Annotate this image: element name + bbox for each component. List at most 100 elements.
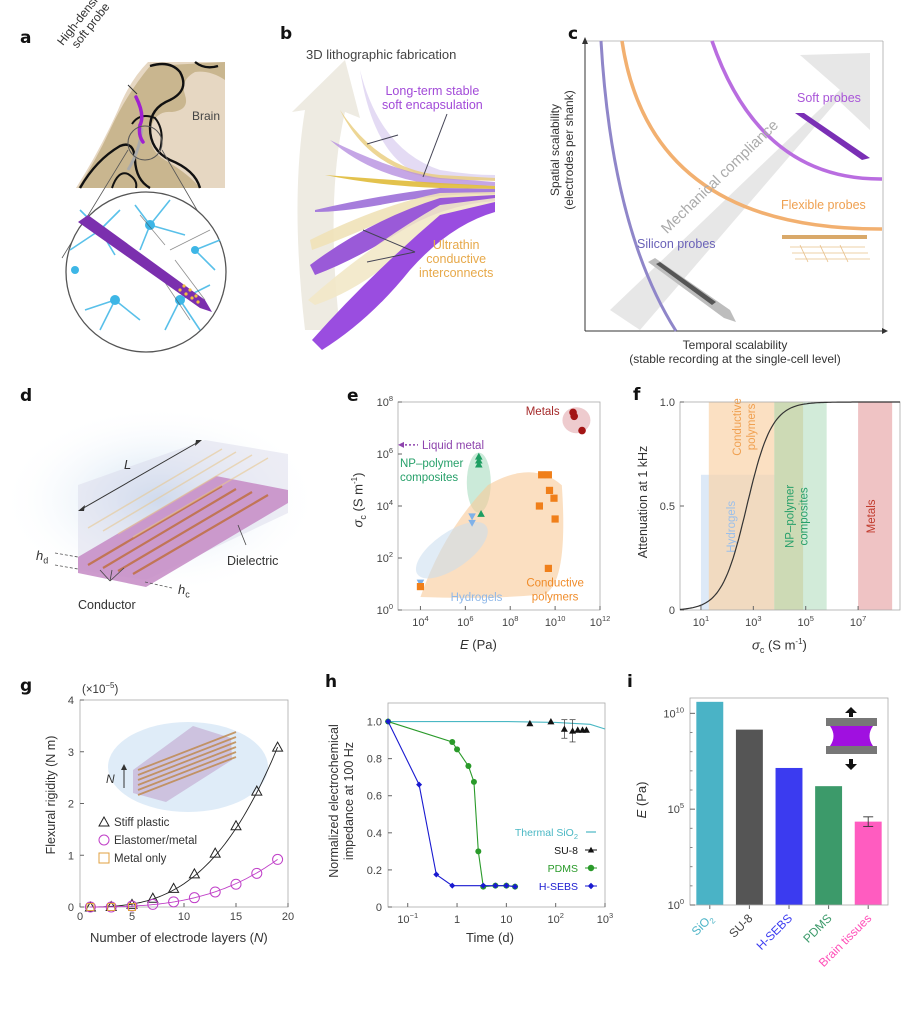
- brain-label: Brain: [192, 109, 221, 123]
- conductive-polymers-label-line2: polymers: [746, 403, 758, 450]
- h-xtick-label: 103: [597, 911, 613, 926]
- f-band-overlap: [774, 402, 804, 610]
- h-ytick-label: 0.8: [367, 754, 382, 766]
- e-point-conductive-polymers: [544, 564, 552, 572]
- g-legend-label: Elastomer/metal: [114, 835, 197, 847]
- h-point-pdms: [449, 738, 456, 745]
- g-point-stiff-plastic: [250, 785, 263, 796]
- h-point-h-sebs: [512, 883, 519, 890]
- h-xtick-label: 1: [454, 914, 460, 926]
- h-point-h-sebs: [385, 718, 392, 725]
- np-polymer-annotation-line2: composites: [400, 472, 458, 484]
- g-xtick-label: 20: [282, 911, 294, 923]
- g-ytick-label: 4: [68, 695, 74, 707]
- h-ytick-label: 1.0: [367, 717, 382, 729]
- g-point-elastomer-metal: [168, 896, 180, 908]
- tensile-test-icon-top-grip: [826, 718, 877, 726]
- h-legend-marker: [587, 882, 595, 890]
- h-point-h-sebs: [492, 882, 499, 889]
- e-xtick-label: 104: [412, 614, 428, 629]
- tensile-test-icon-up-arrow: [845, 707, 857, 717]
- h-ytick-label: 0: [376, 902, 382, 914]
- g-point-elastomer-metal: [84, 901, 96, 913]
- np-polymer-band-label-line1: NP–polymer: [784, 485, 796, 548]
- h-point-su-8: [582, 726, 590, 733]
- h-point-h-sebs: [416, 781, 423, 788]
- g-point-metal-only: [107, 903, 116, 911]
- g-inset-layer: [137, 731, 237, 771]
- h-xlabel: Time (d): [466, 930, 514, 945]
- i-plot-frame: [689, 697, 889, 906]
- g-inset-layer: [137, 741, 237, 781]
- np-polymer-annotation-line1: NP–polymer: [400, 458, 463, 470]
- panel-label-e: e: [347, 386, 359, 406]
- e-point-np-polymer-composites: [475, 452, 483, 460]
- e-point-hydrogels: [468, 519, 476, 527]
- g-fit-curve: [90, 746, 279, 908]
- tensile-test-icon-specimen: [830, 726, 873, 746]
- hydrogels-band-label: Hydrogels: [726, 501, 738, 553]
- g-xlabel: Number of electrode layers (N): [90, 930, 268, 945]
- h-point-pdms: [470, 778, 477, 785]
- g-multiplier-exp: −5: [105, 681, 115, 690]
- panel-label-i: i: [627, 672, 633, 692]
- g-inset-layer: [137, 746, 237, 786]
- i-category-label: H-SEBS: [754, 911, 795, 952]
- h-point-h-sebs: [433, 871, 440, 878]
- f-xlabel-end: ): [802, 637, 807, 653]
- g-point-stiff-plastic: [271, 741, 284, 752]
- i-ytick-label: 100: [668, 897, 684, 912]
- g-point-elastomer-metal: [105, 901, 117, 913]
- e-ytick-label: 108: [377, 394, 393, 409]
- g-inset-n-label: N: [106, 772, 115, 786]
- f-band-conductive-polymers: [708, 402, 775, 610]
- g-point-stiff-plastic: [188, 867, 201, 879]
- g-point-stiff-plastic: [230, 819, 242, 831]
- metals-region: [562, 407, 591, 434]
- f-ytick-label: 0: [669, 605, 675, 617]
- f-xlabel-var: σ: [752, 637, 760, 653]
- f-ytick-label: 1.0: [660, 397, 675, 409]
- hc-label: hc: [178, 582, 190, 600]
- g-legend-marker: [98, 815, 110, 827]
- e-xtick-label: 1010: [545, 614, 566, 629]
- g-point-elastomer-metal: [251, 867, 263, 879]
- fabrication-title: 3D lithographic fabrication: [306, 47, 457, 62]
- g-inset-layer: [137, 736, 237, 776]
- g-point-metal-only: [86, 903, 95, 911]
- g-legend-label: Metal only: [114, 853, 167, 865]
- hc-var: h: [178, 582, 186, 597]
- h-ytick-label: 0.2: [367, 865, 382, 877]
- h-legend-marker: [587, 846, 595, 853]
- hydrogels-annotation: Hydrogels: [451, 592, 503, 604]
- e-point-conductive-polymers: [550, 494, 558, 502]
- g-ytick-label: 0: [68, 902, 74, 914]
- g-point-elastomer-metal: [147, 898, 159, 910]
- g-xtick-label: 5: [129, 911, 135, 923]
- e-point-liquid-metal: [398, 441, 404, 448]
- h-point-pdms: [465, 763, 472, 770]
- soft-probes-label: Soft probes: [797, 91, 861, 105]
- i-category-label: PDMS: [800, 911, 834, 945]
- panel-label-c: c: [568, 24, 579, 44]
- i-ylabel-var: E: [634, 809, 649, 819]
- f-xlabel: σc (S m-1): [752, 637, 807, 655]
- conductive-polymers-label-line1: Conductive: [732, 398, 744, 456]
- g-xtick-label: 0: [77, 911, 83, 923]
- conductive-annotation-line2: polymers: [532, 592, 579, 604]
- g-ytick-label: 2: [68, 799, 74, 811]
- encapsulation-label: Long-term stable soft encapsulation: [382, 84, 483, 112]
- f-xtick-label: 105: [798, 614, 814, 629]
- h-legend-label: Thermal SiO2: [515, 827, 578, 841]
- e-point-conductive-polymers: [538, 471, 546, 479]
- np-polymer-band-label-line2: composites: [798, 487, 810, 545]
- encapsulation-label-line1: Long-term stable: [385, 84, 480, 98]
- panel-label-a: a: [20, 28, 32, 48]
- g-multiplier-end: ): [114, 683, 119, 696]
- i-bar-pdms: [815, 786, 843, 905]
- g-multiplier: (×10−5): [82, 681, 118, 696]
- e-point-np-polymer-composites: [475, 456, 483, 464]
- f-xtick-label: 101: [693, 614, 709, 629]
